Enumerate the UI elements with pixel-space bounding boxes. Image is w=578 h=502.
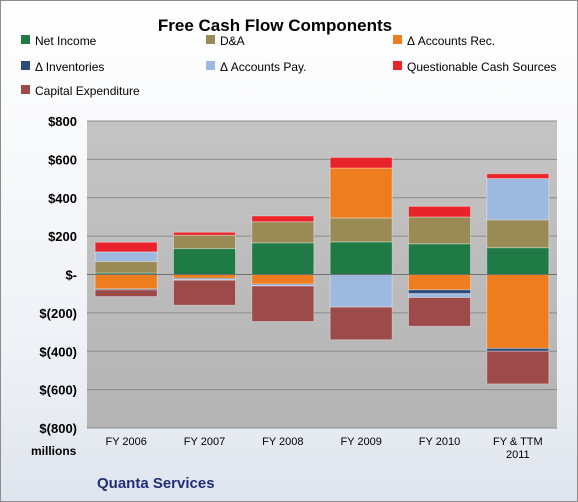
bar-segment: [251, 274, 315, 285]
bar-segment: [173, 234, 236, 250]
y-tick-label: $(200): [39, 306, 77, 321]
legend: Net Income D&A Δ Accounts Rec. Δ Inventorie…: [21, 34, 556, 98]
bar-segment: [329, 217, 393, 243]
y-tick-label: $200: [48, 229, 77, 244]
y-tick-label: $400: [48, 191, 77, 206]
bar-segment: [408, 297, 471, 327]
bar-segment: [408, 205, 471, 218]
legend-swatch: [393, 61, 402, 70]
y-axis: $800 $600 $400 $200 $- $(200) $(400) $(600) $(80…: [39, 114, 77, 436]
legend-label: Net Income: [35, 34, 97, 48]
legend-swatch: [393, 35, 402, 44]
bar-segment: [408, 289, 471, 295]
plot-area: [87, 120, 557, 429]
y-tick-label: $(600): [39, 383, 77, 398]
x-tick-label: FY 2009: [340, 436, 381, 448]
bar-segment: [486, 173, 550, 180]
y-tick-label: $(800): [39, 421, 77, 436]
bar-segment: [173, 279, 236, 306]
bar-segment: [408, 274, 471, 291]
bar-segment: [486, 350, 550, 385]
bar-segment: [486, 247, 550, 275]
y-tick-label: $800: [48, 114, 77, 129]
bar-segment: [173, 248, 236, 276]
legend-swatch: [21, 85, 30, 94]
units-label: millions: [31, 444, 77, 458]
bar-segment: [251, 285, 315, 323]
bar-segment: [251, 221, 315, 244]
legend-swatch: [21, 35, 30, 44]
x-tick-label: FY & TTM 2011: [493, 436, 543, 461]
legend-swatch: [21, 61, 30, 70]
y-tick-label: $600: [48, 152, 77, 167]
x-tick-label: FY 2007: [184, 436, 225, 448]
legend-label: Questionable Cash Sources: [407, 60, 556, 74]
chart-title: Free Cash Flow Components: [158, 16, 392, 35]
bar-segment: [94, 289, 158, 298]
bar-segment: [408, 243, 471, 276]
x-tick-label: FY 2008: [262, 436, 303, 448]
y-tick-label: $-: [65, 268, 77, 283]
bar-segment: [251, 215, 315, 223]
bar-segment: [94, 260, 158, 274]
bar-segment: [408, 293, 471, 299]
x-tick-label: FY 2010: [419, 436, 460, 448]
bar-segment: [486, 178, 550, 221]
bar-segment: [408, 216, 471, 245]
bar-segment: [329, 241, 393, 276]
legend-label: Δ Accounts Pay.: [220, 60, 307, 74]
y-tick-label: $(400): [39, 344, 77, 359]
x-tick-label: FY 2006: [105, 436, 146, 448]
legend-swatch: [206, 35, 215, 44]
bar-segment: [486, 274, 550, 349]
bar-segment: [329, 167, 393, 219]
bar-segment: [486, 219, 550, 249]
legend-label: D&A: [220, 34, 245, 48]
bar-segment: [251, 242, 315, 275]
bar-segment: [329, 156, 393, 169]
bar-segment: [94, 274, 158, 290]
company-name: Quanta Services: [97, 475, 215, 492]
legend-label: Δ Inventories: [35, 60, 104, 74]
bar-segment: [329, 306, 393, 341]
x-axis: FY 2006 FY 2007 FY 2008 FY 2009 FY 2010 FY & …: [105, 436, 542, 461]
bar-segment: [173, 274, 236, 279]
bar-segment: [173, 231, 236, 236]
legend-swatch: [206, 61, 215, 70]
legend-label: Δ Accounts Rec.: [407, 34, 495, 48]
bar-segment: [94, 251, 158, 262]
bar-segment: [94, 241, 158, 253]
legend-label: Capital Expenditure: [35, 84, 140, 98]
bar-segment: [329, 274, 393, 308]
